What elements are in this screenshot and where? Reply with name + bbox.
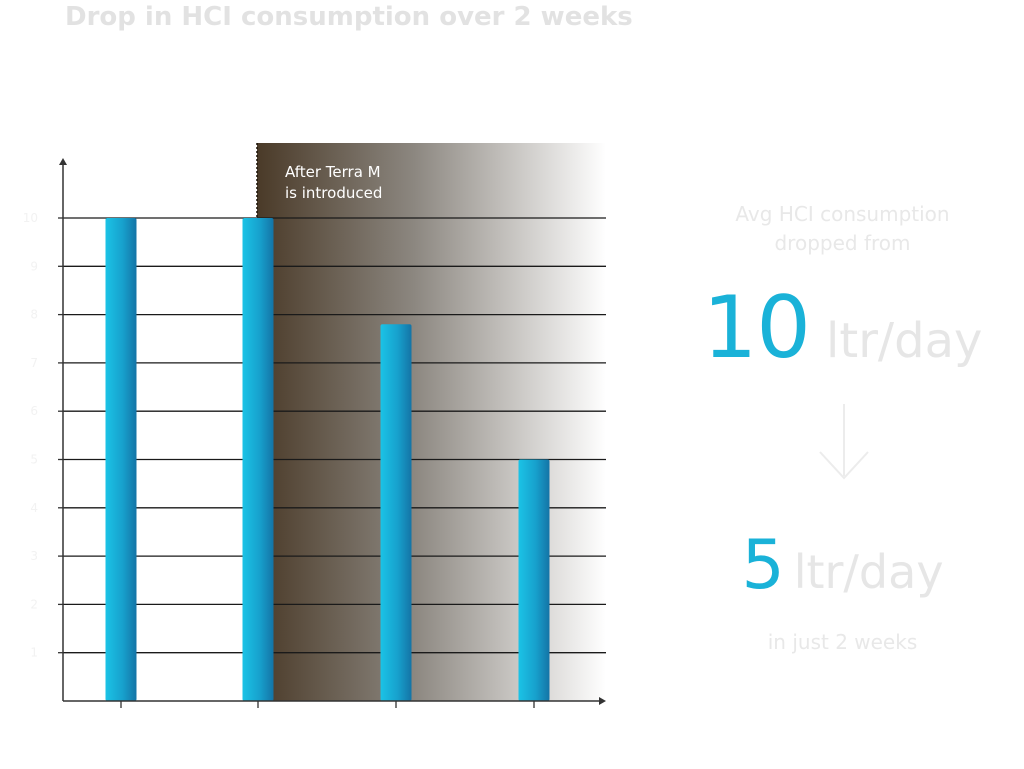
bar — [518, 459, 550, 701]
bar — [380, 324, 412, 701]
y-tick-label: 8 — [30, 308, 38, 322]
annotation-band — [257, 143, 606, 701]
stat-from-value: 10 — [702, 278, 811, 378]
stat-to-value: 5 — [741, 526, 784, 605]
y-tick-label: 4 — [30, 501, 38, 515]
stat-outro: in just 2 weeks — [767, 630, 918, 654]
bar-chart: After Terra M is introduced 1 2 3 4 5 6 7 8 9 10 — [23, 143, 606, 708]
stat-intro: Avg HCI consumption dropped from — [700, 200, 985, 258]
y-tick-label: 7 — [30, 356, 38, 370]
y-tick-label: 2 — [30, 597, 38, 611]
y-tick-label: 5 — [30, 453, 38, 467]
y-tick-label: 1 — [30, 646, 38, 660]
y-tick-label: 3 — [30, 549, 38, 563]
annotation-text-line: After Terra M — [285, 163, 381, 181]
stat-to: 5 ltr/day — [690, 526, 995, 605]
y-tick-label: 6 — [30, 404, 38, 418]
stat-intro-line2: dropped from — [774, 231, 911, 255]
bar — [105, 218, 137, 701]
stat-from-unit: ltr/day — [826, 313, 983, 369]
y-tick-label: 9 — [30, 259, 38, 273]
y-axis-arrowhead — [59, 158, 67, 165]
bar — [242, 218, 274, 701]
stat-from: 10 ltr/day — [690, 278, 995, 378]
annotation-text-line: is introduced — [285, 184, 382, 202]
stat-to-unit: ltr/day — [793, 545, 944, 599]
arrow-down-icon — [819, 404, 869, 480]
x-axis-arrowhead — [599, 697, 606, 705]
stat-intro-line1: Avg HCI consumption — [735, 202, 950, 226]
y-tick-label: 10 — [23, 211, 38, 225]
chart-title: Drop in HCI consumption over 2 weeks — [65, 2, 633, 32]
